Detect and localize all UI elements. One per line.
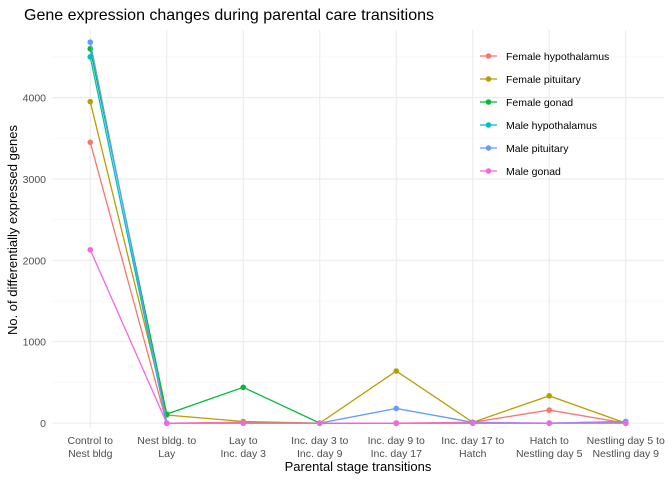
data-point — [546, 393, 553, 399]
data-point — [622, 420, 629, 426]
legend-label: Female gonad — [506, 97, 573, 109]
data-point — [393, 405, 400, 412]
x-tick-label: Hatch to Nestling day 5 — [516, 435, 583, 460]
legend-item: Male hypothalamus — [480, 120, 597, 132]
series-line — [89, 249, 626, 424]
x-tick-label: Control to Nest bldg — [67, 435, 113, 460]
x-tick-label-line: Nestling day 9 — [592, 448, 659, 460]
legend-label: Male pituitary — [506, 143, 569, 155]
legend-key-point — [485, 145, 492, 151]
legend-key-point — [485, 53, 492, 59]
data-point — [87, 139, 94, 146]
grid — [52, 30, 664, 428]
x-tick-label-line: Inc. day 9 to — [368, 435, 425, 447]
legend-key-point — [485, 76, 492, 82]
x-tick-label-line: Nest bldg. to — [137, 435, 196, 447]
x-tick-label: Lay to Inc. day 3 — [220, 435, 266, 460]
legend-key-point — [485, 168, 492, 174]
legend-label: Male hypothalamus — [506, 120, 597, 132]
series-line — [89, 101, 626, 424]
data-point — [87, 246, 94, 253]
legend-item: Female pituitary — [480, 74, 581, 86]
chart-title: Gene expression changes during parental … — [24, 7, 434, 24]
legend-label: Male gonad — [506, 166, 561, 178]
y-axis-ticks: 0 1000 2000 3000 4000 — [23, 93, 47, 431]
x-axis-ticks: Control to Nest bldg Nest bldg. to Lay Lay t… — [67, 435, 665, 460]
series-female-hypothalamus — [87, 139, 629, 426]
data-point — [393, 368, 400, 374]
y-tick-label: 3000 — [23, 174, 47, 186]
legend-item: Male gonad — [480, 166, 561, 178]
x-tick-label-line: Inc. day 3 — [220, 448, 266, 460]
data-point — [546, 407, 553, 413]
x-tick-label-line: Nest bldg — [68, 448, 113, 460]
data-point — [546, 420, 553, 426]
x-tick-label-line: Nestling day 5 to — [587, 435, 665, 447]
legend-item: Female hypothalamus — [480, 51, 609, 63]
x-tick-label: Nestling day 5 to Nestling day 9 — [587, 435, 665, 460]
data-point — [393, 420, 400, 426]
y-tick-label: 1000 — [23, 337, 47, 349]
x-tick-label: Inc. day 17 to Hatch — [441, 435, 504, 460]
x-tick-label-line: Lay to — [229, 435, 258, 447]
legend-item: Female gonad — [480, 97, 573, 109]
x-tick-label-line: Inc. day 9 — [297, 448, 343, 460]
data-point — [87, 98, 94, 105]
x-tick-label: Nest bldg. to Lay — [137, 435, 196, 460]
legend-key-point — [485, 99, 492, 105]
series-group — [87, 39, 629, 426]
y-axis-title: No. of differentially expressed genes — [5, 124, 20, 335]
data-point — [87, 54, 94, 60]
x-tick-label-line: Inc. day 3 to — [291, 435, 348, 447]
data-point — [163, 420, 170, 426]
x-tick-label-line: Lay — [158, 448, 176, 460]
x-tick-label-line: Inc. day 17 to — [441, 435, 504, 447]
x-tick-label: Inc. day 9 to Inc. day 17 — [368, 435, 425, 460]
legend-item: Male pituitary — [480, 143, 569, 155]
legend-label: Female hypothalamus — [506, 51, 609, 63]
legend: Female hypothalamus Female pituitary Femal… — [480, 51, 609, 178]
y-tick-label: 2000 — [23, 255, 47, 267]
x-tick-label-line: Nestling day 5 — [516, 448, 583, 460]
data-point — [240, 384, 247, 391]
data-point — [240, 420, 247, 426]
x-tick-label-line: Hatch — [459, 448, 487, 460]
series-line — [89, 56, 626, 424]
series-male-gonad — [87, 246, 629, 426]
x-tick-label: Inc. day 3 to Inc. day 9 — [291, 435, 348, 460]
y-tick-label: 4000 — [23, 93, 47, 105]
x-tick-label-line: Hatch to — [530, 435, 569, 447]
data-point — [469, 420, 476, 426]
series-male-hypothalamus — [87, 54, 629, 426]
y-tick-label: 0 — [40, 418, 46, 430]
series-line — [89, 142, 626, 424]
data-point — [316, 420, 323, 426]
legend-label: Female pituitary — [506, 74, 581, 86]
x-tick-label-line: Inc. day 17 — [371, 448, 423, 460]
legend-key-point — [485, 122, 492, 128]
x-tick-label-line: Control to — [67, 435, 113, 447]
x-axis-title: Parental stage transitions — [285, 459, 432, 474]
data-point — [87, 39, 94, 46]
